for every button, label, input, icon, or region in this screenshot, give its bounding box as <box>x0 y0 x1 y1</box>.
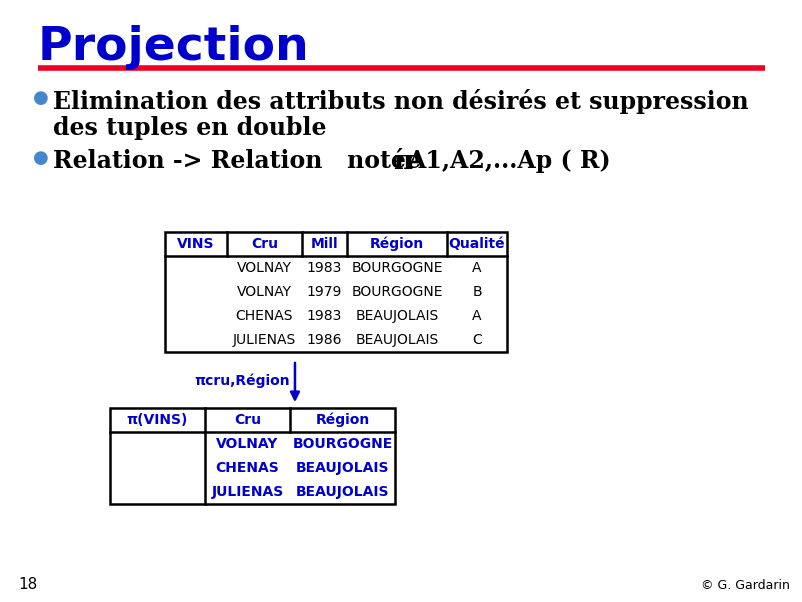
Text: Région: Région <box>315 413 369 427</box>
Text: JULIENAS: JULIENAS <box>233 333 296 347</box>
Text: B: B <box>472 285 481 299</box>
Text: Mill: Mill <box>310 237 338 251</box>
Text: πcru,Région: πcru,Région <box>194 373 290 388</box>
Text: 1979: 1979 <box>306 285 342 299</box>
Text: BEAUJOLAIS: BEAUJOLAIS <box>355 309 438 323</box>
Text: CHENAS: CHENAS <box>236 309 293 323</box>
Text: Elimination des attributs non désirés et suppression: Elimination des attributs non désirés et… <box>53 89 747 114</box>
Text: BOURGOGNE: BOURGOGNE <box>350 261 442 275</box>
Text: Cru: Cru <box>233 413 261 427</box>
Text: Qualité: Qualité <box>448 237 504 251</box>
Text: 1983: 1983 <box>306 309 342 323</box>
Text: Région: Région <box>370 237 423 251</box>
Text: Projection: Projection <box>38 25 310 70</box>
Text: Relation -> Relation   notée: Relation -> Relation notée <box>53 149 437 173</box>
Text: A: A <box>472 261 481 275</box>
Text: © G. Gardarin: © G. Gardarin <box>700 579 789 592</box>
Text: A1,A2,...Ap ( R): A1,A2,...Ap ( R) <box>407 149 610 173</box>
Bar <box>110 408 395 504</box>
Text: BEAUJOLAIS: BEAUJOLAIS <box>355 333 438 347</box>
Text: BEAUJOLAIS: BEAUJOLAIS <box>295 485 389 499</box>
Text: des tuples en double: des tuples en double <box>53 116 326 140</box>
Text: Cru: Cru <box>251 237 277 251</box>
Text: BEAUJOLAIS: BEAUJOLAIS <box>295 461 389 475</box>
Text: 1986: 1986 <box>306 333 342 347</box>
Text: π: π <box>392 149 411 174</box>
Text: ●: ● <box>33 89 49 107</box>
Text: BOURGOGNE: BOURGOGNE <box>350 285 442 299</box>
Text: C: C <box>472 333 481 347</box>
Text: 18: 18 <box>18 577 37 592</box>
Text: 1983: 1983 <box>306 261 342 275</box>
Text: VOLNAY: VOLNAY <box>237 285 292 299</box>
Text: ●: ● <box>33 149 49 167</box>
Text: A: A <box>472 309 481 323</box>
Text: BOURGOGNE: BOURGOGNE <box>292 437 392 451</box>
Text: VOLNAY: VOLNAY <box>237 261 292 275</box>
Text: CHENAS: CHENAS <box>216 461 279 475</box>
Text: VINS: VINS <box>177 237 214 251</box>
Text: VOLNAY: VOLNAY <box>216 437 278 451</box>
Text: π(VINS): π(VINS) <box>127 413 188 427</box>
Text: JULIENAS: JULIENAS <box>211 485 283 499</box>
Bar <box>164 232 506 352</box>
